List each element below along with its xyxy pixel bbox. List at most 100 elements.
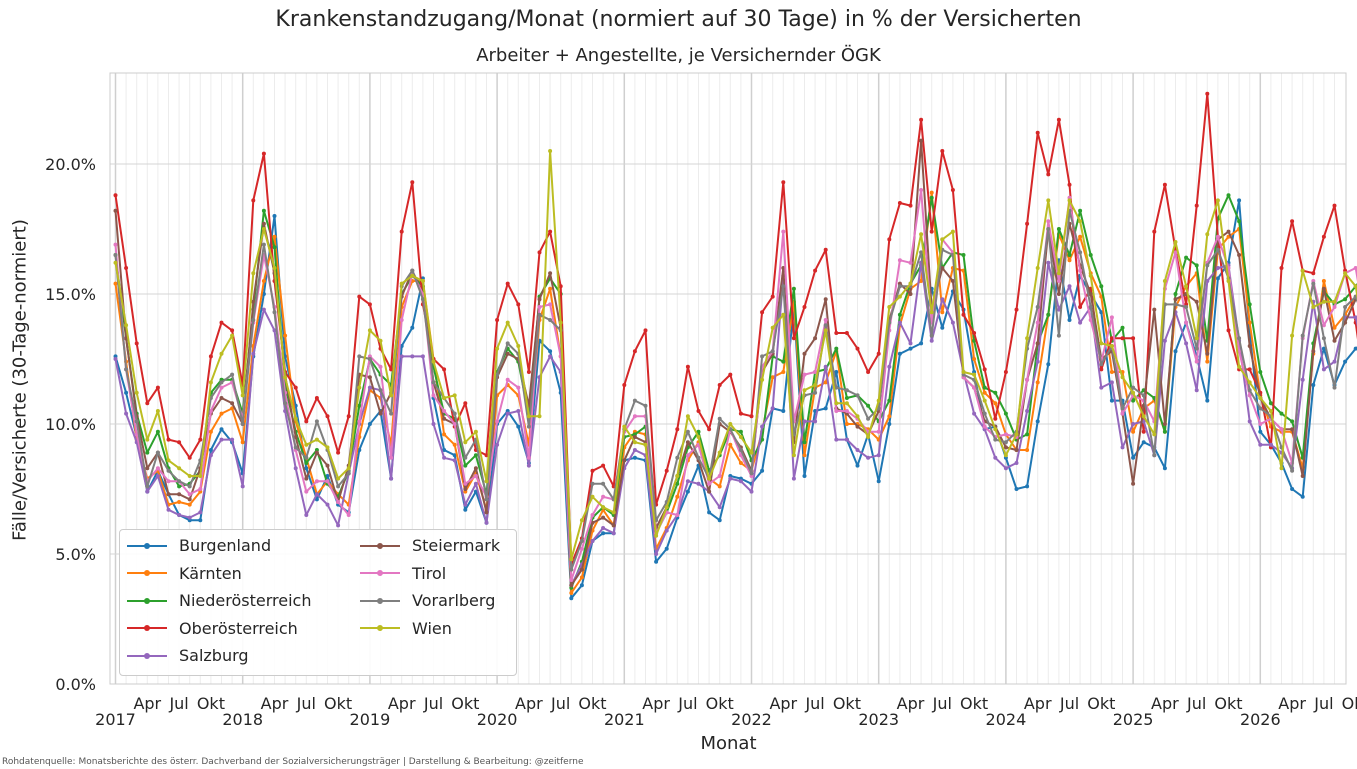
data-point — [579, 546, 584, 551]
data-point — [897, 284, 902, 289]
data-point — [675, 513, 680, 517]
data-point — [124, 390, 129, 395]
data-point — [1247, 344, 1252, 348]
data-point — [410, 268, 415, 273]
data-point — [728, 476, 733, 481]
data-point — [940, 149, 945, 153]
data-point — [897, 294, 902, 299]
data-point — [791, 476, 796, 481]
data-point — [622, 458, 627, 463]
data-point — [791, 336, 796, 341]
data-point — [685, 489, 690, 494]
legend-label: Salzburg — [179, 646, 249, 665]
x-month-label: Apr — [769, 694, 797, 713]
data-point — [1332, 305, 1337, 309]
data-point — [950, 188, 955, 192]
data-point — [1078, 250, 1083, 255]
data-point — [1131, 422, 1136, 426]
data-point — [1226, 229, 1231, 234]
series-line — [114, 139, 1357, 587]
data-point — [622, 424, 627, 429]
data-point — [823, 406, 828, 411]
legend-swatch — [360, 570, 400, 576]
data-point — [1268, 442, 1273, 447]
data-point — [272, 214, 277, 218]
series-line — [114, 189, 1357, 581]
data-point — [1025, 336, 1030, 341]
data-point — [134, 390, 139, 395]
legend-swatch — [127, 542, 167, 549]
data-point — [304, 489, 309, 494]
data-point — [1194, 336, 1199, 341]
data-point — [198, 474, 203, 478]
data-point — [813, 336, 818, 341]
data-point — [1067, 318, 1072, 322]
data-point — [198, 510, 203, 515]
data-point — [145, 466, 150, 471]
data-point — [1035, 380, 1040, 385]
data-point — [357, 403, 362, 408]
data-point — [972, 385, 977, 390]
data-point — [919, 117, 924, 122]
data-point — [961, 370, 966, 374]
data-point — [622, 383, 627, 387]
data-point — [304, 455, 309, 460]
data-point — [834, 346, 839, 351]
data-point — [145, 437, 150, 442]
data-point — [145, 401, 150, 406]
data-point — [1131, 455, 1136, 460]
data-point — [420, 297, 425, 302]
data-point — [261, 279, 266, 283]
legend-swatch — [127, 652, 167, 659]
data-point — [219, 320, 224, 325]
data-point — [675, 427, 680, 432]
data-point — [463, 507, 468, 512]
data-point — [558, 284, 563, 289]
x-year-label: 2018 — [222, 710, 263, 729]
data-point — [1184, 320, 1189, 325]
data-point — [367, 422, 372, 426]
data-point — [664, 468, 669, 473]
data-point — [1088, 305, 1093, 309]
data-point — [473, 474, 478, 478]
data-point — [389, 367, 394, 372]
data-point — [1131, 398, 1136, 403]
data-point — [187, 492, 192, 497]
data-point — [1215, 266, 1220, 270]
data-point — [632, 349, 637, 354]
x-year-label: 2020 — [477, 710, 518, 729]
data-point — [251, 198, 256, 203]
data-point — [929, 195, 934, 200]
data-point — [113, 281, 118, 286]
data-point — [823, 323, 828, 328]
data-point — [844, 331, 849, 335]
y-axis-ticks: 0.0% 5.0% 10.0% 15.0% 20.0% — [45, 155, 96, 694]
chart-subtitle: Arbeiter + Angestellte, je Versichernder… — [476, 45, 881, 66]
data-point — [442, 367, 447, 372]
data-point — [887, 237, 892, 242]
data-point — [844, 401, 849, 406]
data-point — [1300, 333, 1305, 338]
data-point — [155, 474, 160, 478]
data-point — [1353, 284, 1357, 289]
data-point — [1353, 266, 1357, 270]
data-point — [1035, 266, 1040, 270]
data-point — [940, 266, 945, 270]
data-point — [261, 208, 266, 213]
data-point — [463, 440, 468, 445]
data-point — [579, 575, 584, 580]
data-point — [1131, 385, 1136, 390]
data-point — [802, 372, 807, 377]
data-point — [410, 354, 415, 359]
data-point — [389, 476, 394, 481]
data-point — [919, 232, 924, 237]
data-point — [304, 466, 309, 471]
data-point — [367, 302, 372, 307]
data-point — [219, 437, 224, 442]
x-year-label: 2024 — [986, 710, 1027, 729]
data-point — [442, 432, 447, 437]
data-point — [972, 357, 977, 361]
data-point — [198, 518, 203, 523]
data-point — [1237, 198, 1242, 203]
